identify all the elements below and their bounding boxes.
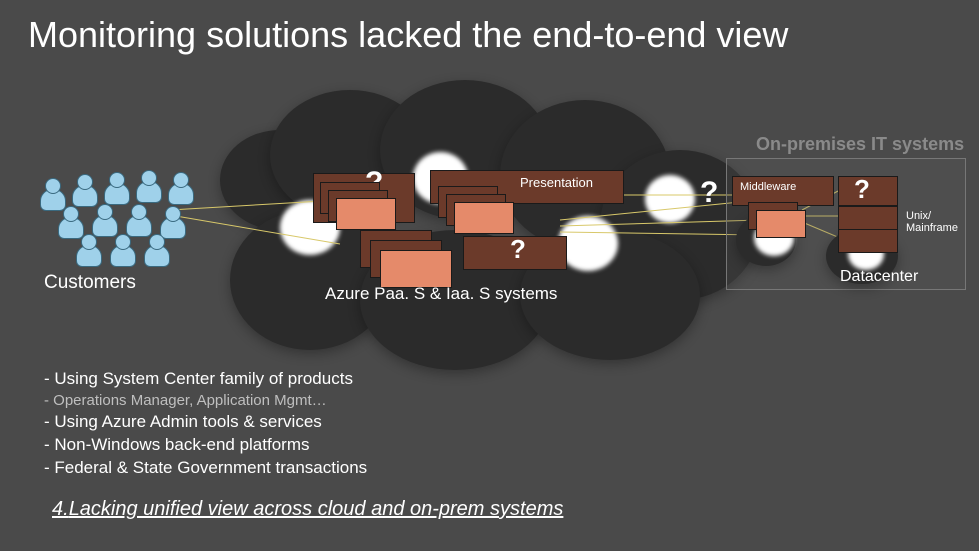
cloud-highlight <box>558 216 618 271</box>
conclusion-text: Lacking unified view across cloud and on… <box>69 498 564 520</box>
bullet-item: - Using Azure Admin tools & services <box>44 411 367 434</box>
bullet-item: - Non-Windows back-end platforms <box>44 434 367 457</box>
page-title: Monitoring solutions lacked the end-to-e… <box>28 14 788 56</box>
server-box <box>838 229 898 253</box>
bullet-item: - Using System Center family of products <box>44 368 367 391</box>
server-box <box>756 210 806 238</box>
unix-label: Unix/ Mainframe <box>906 210 958 234</box>
question-mark: ? <box>700 176 718 210</box>
conclusion-prefix: 4. <box>52 498 69 520</box>
azure-systems-label: Azure Paa. S & Iaa. S systems <box>325 284 557 304</box>
onprem-title: On-premises IT systems <box>756 134 964 155</box>
bullet-item: - Federal & State Government transaction… <box>44 457 367 480</box>
customers-label: Customers <box>44 272 136 294</box>
conclusion: 4.Lacking unified view across cloud and … <box>52 498 563 521</box>
server-box <box>454 202 514 234</box>
server-box <box>838 206 898 230</box>
datacenter-label: Datacenter <box>840 268 918 286</box>
bullet-list: - Using System Center family of products… <box>44 368 367 480</box>
middleware-label: Middleware <box>740 181 796 193</box>
question-mark: ? <box>510 234 526 265</box>
cloud-highlight <box>645 175 695 223</box>
server-box <box>336 198 396 230</box>
bullet-item: - Operations Manager, Application Mgmt… <box>44 391 367 411</box>
server-box <box>380 250 452 288</box>
presentation-label: Presentation <box>520 175 593 190</box>
question-mark: ? <box>854 174 870 205</box>
